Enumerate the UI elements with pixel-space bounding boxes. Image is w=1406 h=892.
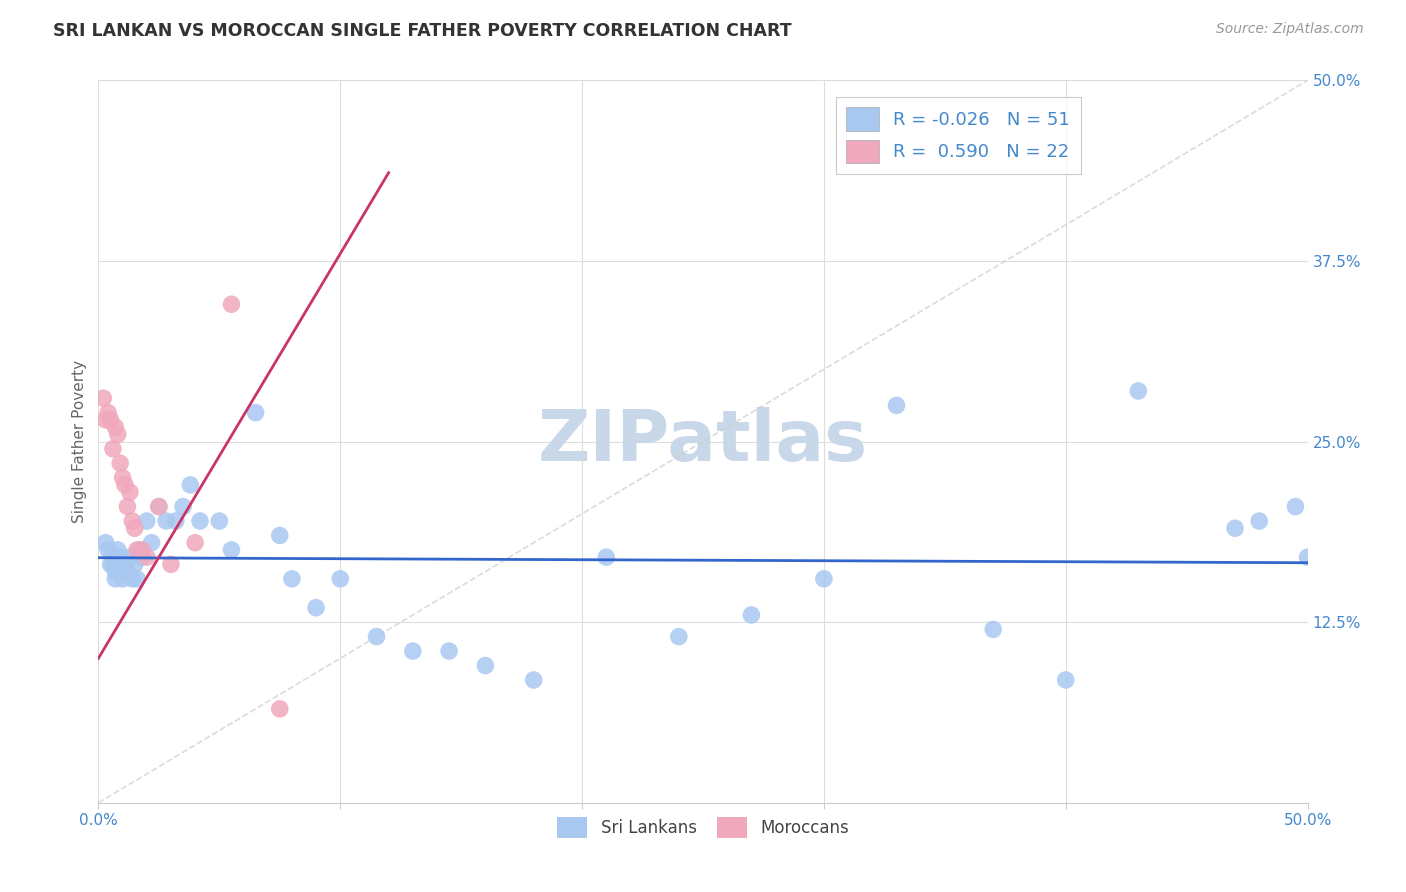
Point [101, 442, 124, 456]
Point [118, 550, 141, 565]
Point [91, 391, 114, 405]
Point [131, 542, 153, 557]
Point [107, 542, 129, 557]
Point [160, 558, 183, 572]
Point [281, 572, 304, 586]
Point [124, 558, 146, 572]
Point [128, 542, 150, 557]
Legend: Sri Lankans, Moroccans: Sri Lankans, Moroccans [551, 810, 855, 845]
Point [111, 572, 134, 586]
Point [402, 644, 425, 658]
Point [97, 542, 120, 557]
Point [179, 478, 201, 492]
Point [269, 528, 291, 542]
Point [1054, 673, 1077, 687]
Point [111, 470, 134, 484]
Text: SRI LANKAN VS MOROCCAN SINGLE FATHER POVERTY CORRELATION CHART: SRI LANKAN VS MOROCCAN SINGLE FATHER POV… [53, 22, 792, 40]
Point [1249, 514, 1271, 528]
Point [1128, 384, 1150, 398]
Point [114, 562, 136, 576]
Point [305, 600, 328, 615]
Point [366, 630, 388, 644]
Point [221, 297, 243, 311]
Point [172, 500, 194, 514]
Point [269, 702, 291, 716]
Point [104, 420, 127, 434]
Point [121, 572, 143, 586]
Point [114, 478, 136, 492]
Point [1223, 521, 1246, 535]
Text: ZIPatlas: ZIPatlas [538, 407, 868, 476]
Point [94, 413, 117, 427]
Point [124, 521, 146, 535]
Point [148, 500, 170, 514]
Point [108, 550, 131, 565]
Point [131, 550, 153, 565]
Point [184, 535, 207, 549]
Point [155, 514, 177, 528]
Point [107, 427, 129, 442]
Point [141, 535, 163, 549]
Point [135, 514, 157, 528]
Point [100, 558, 122, 572]
Y-axis label: Single Father Poverty: Single Father Poverty [72, 360, 87, 523]
Point [127, 572, 149, 586]
Point [100, 413, 122, 427]
Point [813, 572, 835, 586]
Point [97, 406, 120, 420]
Point [329, 572, 352, 586]
Point [121, 514, 143, 528]
Point [104, 572, 127, 586]
Point [127, 542, 149, 557]
Point [111, 558, 134, 572]
Point [523, 673, 546, 687]
Point [148, 500, 170, 514]
Point [117, 500, 139, 514]
Point [221, 542, 243, 557]
Point [1296, 550, 1319, 565]
Point [165, 514, 187, 528]
Point [118, 485, 141, 500]
Point [117, 565, 139, 579]
Point [981, 623, 1004, 637]
Point [474, 658, 496, 673]
Point [437, 644, 460, 658]
Point [135, 550, 157, 565]
Text: Source: ZipAtlas.com: Source: ZipAtlas.com [1216, 22, 1364, 37]
Point [188, 514, 211, 528]
Point [208, 514, 231, 528]
Point [668, 630, 690, 644]
Point [101, 550, 124, 565]
Point [595, 550, 617, 565]
Point [94, 535, 117, 549]
Point [101, 558, 124, 572]
Point [740, 607, 762, 622]
Point [1284, 500, 1306, 514]
Point [886, 398, 908, 412]
Point [245, 406, 267, 420]
Point [104, 565, 127, 579]
Point [108, 456, 131, 470]
